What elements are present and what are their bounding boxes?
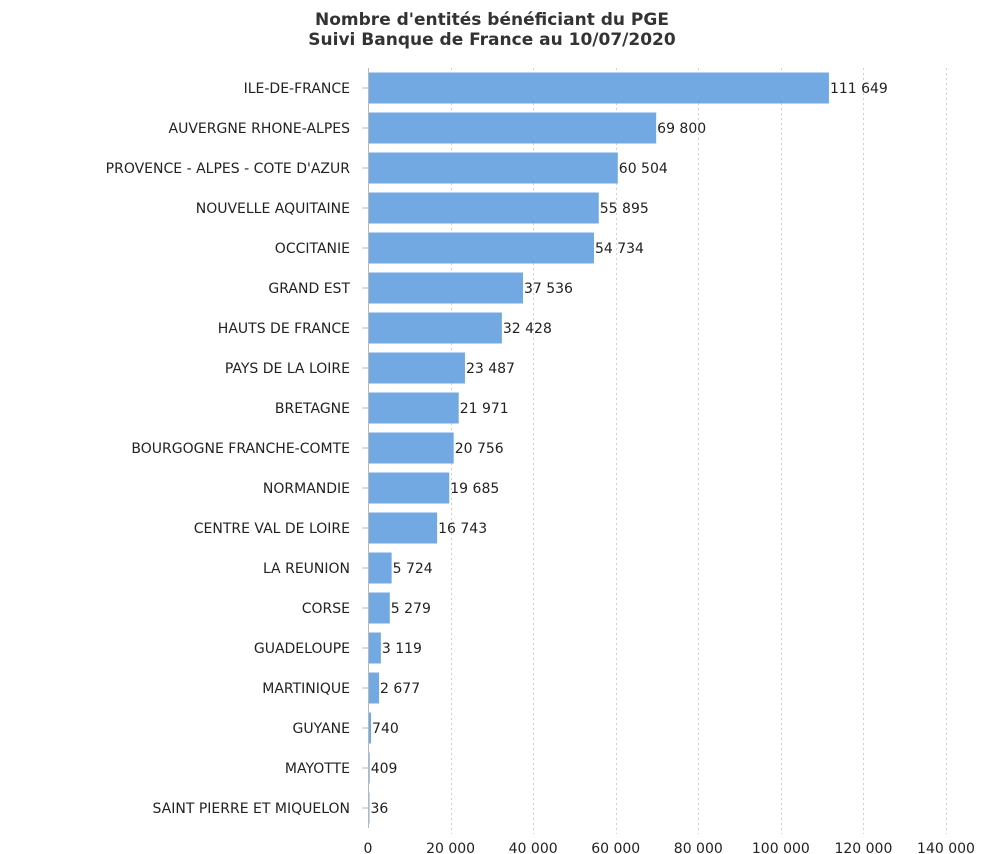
value-label: 37 536 (524, 281, 573, 297)
category-label: GUYANE (293, 721, 350, 737)
value-label: 21 971 (460, 401, 509, 417)
bar (368, 352, 465, 384)
bars (368, 72, 829, 824)
category-label: MARTINIQUE (262, 681, 350, 697)
category-label: SAINT PIERRE ET MIQUELON (153, 801, 350, 817)
category-label: LA REUNION (263, 561, 350, 577)
category-label: PROVENCE - ALPES - COTE D'AZUR (106, 161, 351, 177)
value-label: 20 756 (455, 441, 504, 457)
x-tick-label: 20 000 (426, 841, 475, 854)
value-label: 5 724 (393, 561, 433, 577)
chart-title-block: Nombre d'entités bénéficiant du PGE Suiv… (0, 10, 984, 50)
x-tick-label: 40 000 (509, 841, 558, 854)
category-label: GUADELOUPE (254, 641, 350, 657)
category-label: OCCITANIE (275, 241, 350, 257)
chart-title: Nombre d'entités bénéficiant du PGE (315, 10, 669, 30)
x-tick-label: 0 (364, 841, 373, 854)
category-label: CORSE (302, 601, 350, 617)
value-label: 740 (372, 721, 399, 737)
category-label: GRAND EST (268, 281, 350, 297)
value-label: 54 734 (595, 241, 644, 257)
category-label: AUVERGNE RHONE-ALPES (169, 121, 351, 137)
bar (368, 472, 450, 504)
category-label: NORMANDIE (263, 481, 350, 497)
bar (368, 312, 502, 344)
category-label: HAUTS DE FRANCE (218, 321, 350, 337)
bar (368, 192, 599, 224)
bar (368, 392, 459, 424)
bar (368, 432, 454, 464)
bar (368, 632, 381, 664)
value-label: 23 487 (466, 361, 515, 377)
bar (368, 512, 438, 544)
x-tick-label: 140 000 (917, 841, 975, 854)
value-label: 19 685 (450, 481, 499, 497)
bar (368, 552, 392, 584)
value-label: 5 279 (391, 601, 431, 617)
bar (368, 672, 380, 704)
x-tick-labels: 0 20 000 40 000 60 000 80 000 100 000 120 000 1… (364, 841, 975, 854)
value-label: 55 895 (600, 201, 649, 217)
category-label: MAYOTTE (285, 761, 350, 777)
chart-subtitle: Suivi Banque de France au 10/07/2020 (308, 30, 676, 50)
bar (368, 152, 618, 184)
value-label: 32 428 (503, 321, 552, 337)
value-label: 69 800 (657, 121, 706, 137)
category-label: BOURGOGNE FRANCHE-COMTE (131, 441, 350, 457)
y-axis (362, 68, 369, 828)
value-labels: 111 649 69 800 60 504 55 895 54 734 37 536 32 … (371, 81, 888, 817)
category-label: CENTRE VAL DE LOIRE (194, 521, 350, 537)
value-label: 2 677 (380, 681, 420, 697)
bar (368, 592, 390, 624)
category-label: PAYS DE LA LOIRE (225, 361, 350, 377)
value-label: 36 (371, 801, 389, 817)
value-label: 111 649 (830, 81, 888, 97)
x-tick-label: 60 000 (591, 841, 640, 854)
bar (368, 712, 372, 744)
category-labels: ILE-DE-FRANCE AUVERGNE RHONE-ALPES PROVENC… (106, 81, 351, 817)
value-label: 409 (371, 761, 398, 777)
x-tick-label: 120 000 (834, 841, 892, 854)
x-tick-label: 100 000 (752, 841, 810, 854)
bar (368, 112, 657, 144)
category-label: ILE-DE-FRANCE (244, 81, 350, 97)
bar (368, 272, 523, 304)
bar (368, 232, 594, 264)
category-label: NOUVELLE AQUITAINE (196, 201, 350, 217)
value-label: 60 504 (619, 161, 668, 177)
value-label: 3 119 (382, 641, 422, 657)
x-tick-label: 80 000 (674, 841, 723, 854)
bar (368, 72, 829, 104)
category-label: BRETAGNE (275, 401, 350, 417)
value-label: 16 743 (438, 521, 487, 537)
